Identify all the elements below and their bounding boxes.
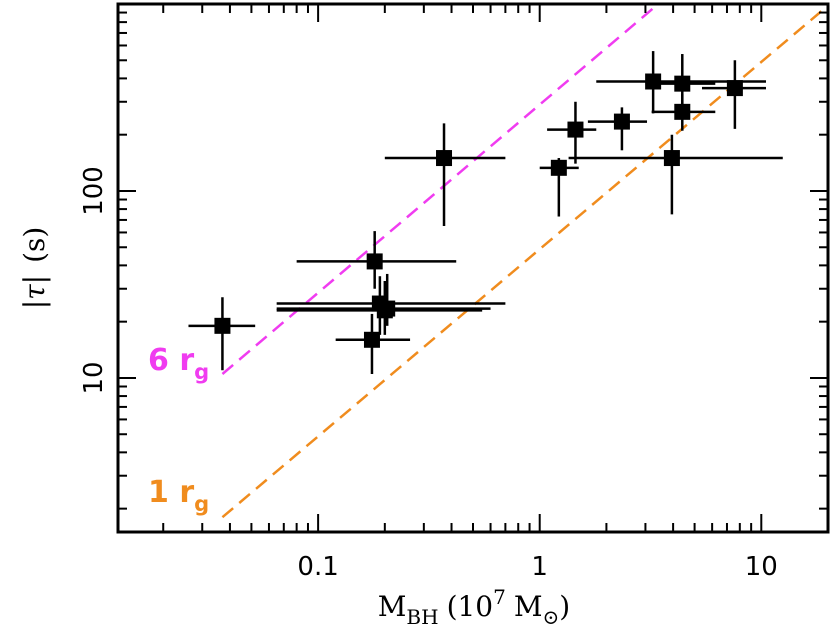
point-marker [663,150,680,167]
point-marker [645,73,662,90]
point-marker [550,159,567,176]
data-point [296,231,457,289]
point-marker [363,331,380,348]
data-point [568,134,783,215]
reference-line-6rg [221,4,661,375]
point-marker [214,317,231,334]
y-axis-label: |τ|(s) [18,227,51,310]
data-point [651,94,716,131]
point-marker [567,121,584,138]
tick-labels: 0.1 1 10 10 100 [79,166,778,582]
point-marker [366,253,383,270]
point-marker [613,113,630,130]
line-label-1rg: 1 rg [148,475,209,516]
plot-frame [116,2,830,534]
data-point [384,123,506,226]
point-marker [436,150,453,167]
x-axis-label: MBH (107 M⊙) [378,585,570,629]
point-marker [379,300,396,317]
point-marker [726,80,743,97]
point-marker [674,75,691,92]
x-tick-label: 1 [531,552,548,582]
data-point [547,101,597,164]
x-tick-label: 10 [745,552,778,582]
data-point [276,273,491,326]
data-point [188,297,256,371]
x-tick-label: 0.1 [297,552,338,582]
line-label-6rg: 6 rg [148,343,209,384]
point-marker [674,103,691,120]
y-tick-label: 10 [79,361,109,394]
data-point [587,107,648,151]
y-tick-label: 100 [79,166,109,216]
data-point [701,60,766,129]
data-points [188,51,783,374]
data-point [335,313,411,374]
data-point [539,158,579,217]
